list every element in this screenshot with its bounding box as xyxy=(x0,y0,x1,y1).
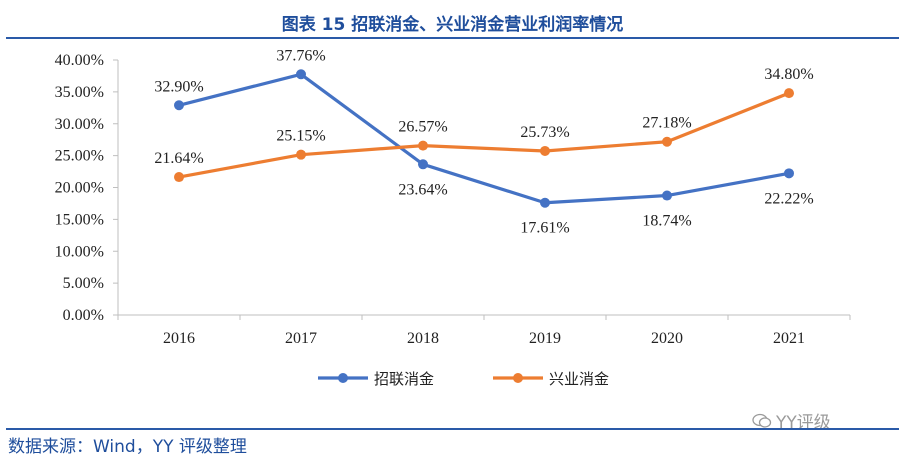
data-point xyxy=(662,190,672,201)
legend-swatch-marker xyxy=(513,373,523,383)
data-point xyxy=(174,100,184,111)
data-point xyxy=(296,69,306,80)
y-tick-label: 20.00% xyxy=(55,180,104,197)
data-point xyxy=(662,136,672,147)
data-point xyxy=(418,159,428,170)
x-tick-label: 2021 xyxy=(773,330,805,347)
line-chart: 0.00% 5.00% 10.00% 15.00% 20.00% 25.00% 30.00%… xyxy=(55,47,851,388)
legend-item-1: 招联消金 xyxy=(318,370,434,388)
data-label: 22.22% xyxy=(764,190,813,207)
data-labels: 32.90% 37.76% 23.64% 17.61% 18.74% 22.22% 21.6… xyxy=(154,47,813,236)
y-tick-label: 25.00% xyxy=(55,148,104,165)
x-tick-label: 2018 xyxy=(407,330,439,347)
x-tick-label: 2017 xyxy=(285,330,317,347)
data-point xyxy=(296,149,306,160)
y-tick-label: 0.00% xyxy=(63,307,104,324)
data-point xyxy=(540,145,550,156)
footer-divider xyxy=(6,428,899,430)
y-tick-label: 10.00% xyxy=(55,243,104,260)
legend: 招联消金 兴业消金 xyxy=(318,370,609,388)
data-label: 34.80% xyxy=(764,66,813,83)
data-label: 21.64% xyxy=(154,150,203,167)
chart-axes: 0.00% 5.00% 10.00% 15.00% 20.00% 25.00% 30.00%… xyxy=(55,52,851,347)
series-line-1 xyxy=(178,72,790,205)
data-point xyxy=(174,172,184,183)
y-tick-label: 40.00% xyxy=(55,52,104,69)
x-tick-label: 2019 xyxy=(529,330,561,347)
x-tick-label: 2016 xyxy=(163,330,195,347)
data-point xyxy=(784,88,794,99)
y-tick-label: 35.00% xyxy=(55,84,104,101)
series-lines xyxy=(174,69,794,208)
data-label: 26.57% xyxy=(398,119,447,136)
chart-title: 图表 15 招联消金、兴业消金营业利润率情况 xyxy=(281,15,624,35)
title-divider xyxy=(6,37,899,39)
legend-label: 兴业消金 xyxy=(549,370,609,388)
data-label: 37.76% xyxy=(276,47,325,64)
legend-swatch-marker xyxy=(338,373,348,383)
data-point xyxy=(784,168,794,179)
data-label: 23.64% xyxy=(398,181,447,198)
data-point xyxy=(418,140,428,151)
y-tick-label: 30.00% xyxy=(55,116,104,133)
series-line-2 xyxy=(178,91,790,179)
data-label: 27.18% xyxy=(642,115,691,132)
data-label: 25.15% xyxy=(276,128,325,145)
data-label: 32.90% xyxy=(154,78,203,95)
data-label: 17.61% xyxy=(520,220,569,237)
legend-item-2: 兴业消金 xyxy=(493,370,609,388)
data-point xyxy=(540,197,550,208)
chat-bubble-icon xyxy=(752,413,772,428)
data-label: 25.73% xyxy=(520,124,569,141)
legend-label: 招联消金 xyxy=(374,370,434,388)
x-tick-label: 2020 xyxy=(651,330,683,347)
data-label: 18.74% xyxy=(642,213,691,230)
y-tick-label: 15.00% xyxy=(55,211,104,228)
y-tick-label: 5.00% xyxy=(63,275,104,292)
source-note: 数据来源：Wind，YY 评级整理 xyxy=(8,437,247,457)
